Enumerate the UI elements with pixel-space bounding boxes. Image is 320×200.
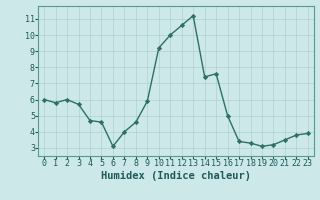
X-axis label: Humidex (Indice chaleur): Humidex (Indice chaleur) — [101, 171, 251, 181]
